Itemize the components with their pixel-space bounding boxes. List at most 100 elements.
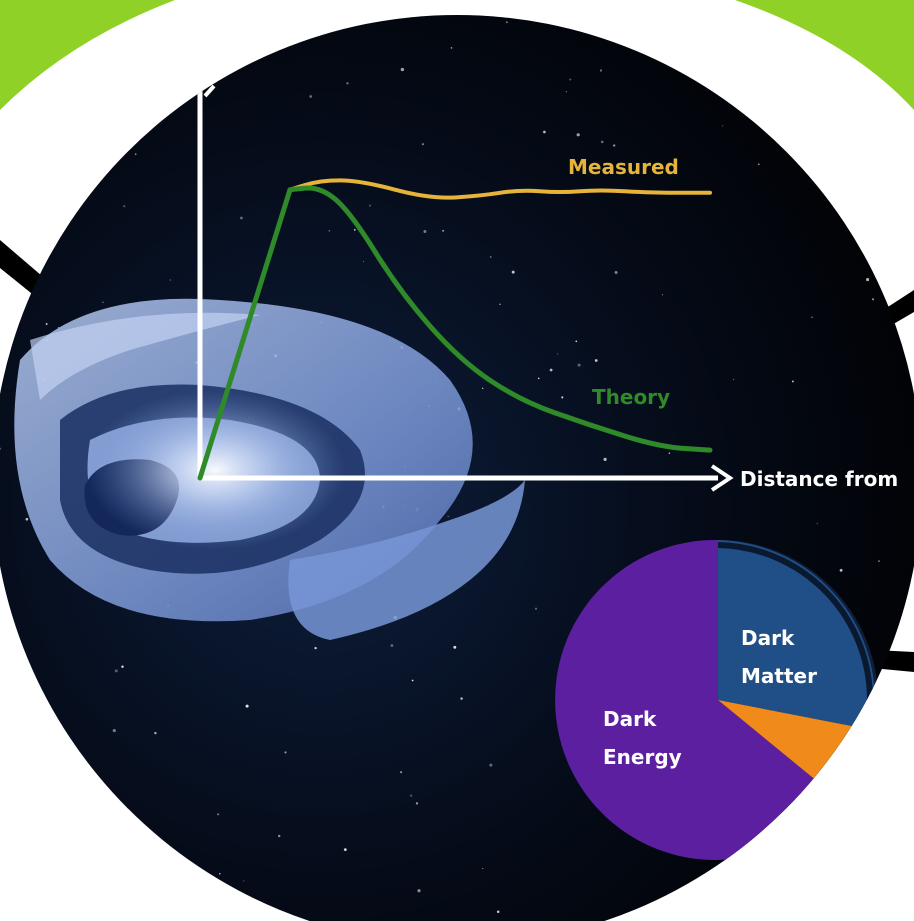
star xyxy=(415,802,419,805)
star xyxy=(543,130,546,134)
star xyxy=(866,278,870,282)
star xyxy=(661,294,664,296)
star xyxy=(123,205,126,208)
star xyxy=(353,229,356,231)
star xyxy=(284,751,287,754)
star xyxy=(453,645,457,649)
star xyxy=(2,899,5,903)
rotation-curves xyxy=(197,178,713,481)
star xyxy=(277,834,281,838)
star xyxy=(20,140,24,144)
star xyxy=(314,646,317,650)
star xyxy=(884,822,886,824)
star xyxy=(549,368,553,372)
star xyxy=(755,905,759,909)
star xyxy=(121,665,124,668)
star xyxy=(417,889,421,893)
star xyxy=(721,125,724,127)
star xyxy=(63,148,66,150)
star xyxy=(809,872,812,875)
star xyxy=(569,78,572,81)
star xyxy=(362,260,364,262)
star xyxy=(565,90,567,93)
star xyxy=(767,877,769,880)
star xyxy=(881,733,885,738)
star xyxy=(400,67,405,72)
star xyxy=(243,880,245,882)
star xyxy=(511,270,515,274)
star xyxy=(423,230,427,233)
star xyxy=(134,153,137,156)
star xyxy=(575,340,578,343)
star xyxy=(219,873,221,875)
star xyxy=(102,301,104,303)
dark-energy-label-line1: Dark xyxy=(603,707,657,731)
chart-axes xyxy=(197,84,734,492)
curve-theory xyxy=(197,185,713,481)
star xyxy=(482,387,484,389)
star xyxy=(16,284,19,287)
star xyxy=(154,731,157,735)
star xyxy=(600,140,604,144)
star xyxy=(871,298,875,301)
x-axis-label: Distance from xyxy=(740,467,898,491)
star xyxy=(390,644,394,647)
star xyxy=(599,69,603,72)
star xyxy=(450,47,453,49)
star xyxy=(791,380,794,383)
star xyxy=(561,396,564,399)
star xyxy=(603,457,607,461)
curve-measured xyxy=(198,178,712,480)
star xyxy=(614,271,618,274)
star xyxy=(112,729,116,733)
star xyxy=(460,697,463,700)
star xyxy=(369,204,372,207)
star xyxy=(153,33,155,36)
star xyxy=(613,144,616,147)
star xyxy=(757,163,760,166)
star xyxy=(159,44,163,48)
star xyxy=(0,447,2,450)
star xyxy=(499,303,501,305)
star xyxy=(447,515,449,518)
star xyxy=(482,867,484,870)
star xyxy=(240,216,243,220)
pie-slice-dark-matter xyxy=(718,540,875,730)
star xyxy=(309,95,313,98)
y-axis-arrow-icon xyxy=(203,84,216,98)
star xyxy=(594,359,598,362)
star xyxy=(442,229,445,232)
star xyxy=(74,131,76,134)
star xyxy=(328,230,331,232)
star xyxy=(410,794,413,797)
star xyxy=(346,82,349,85)
star xyxy=(37,723,42,727)
universe-composition-pie xyxy=(555,539,878,860)
star xyxy=(114,669,118,673)
star xyxy=(496,910,500,913)
star xyxy=(845,791,849,794)
star xyxy=(301,24,303,26)
star xyxy=(537,377,540,380)
star xyxy=(169,279,171,281)
star xyxy=(733,378,735,381)
star xyxy=(643,13,644,14)
dark-matter-label-line1: Dark xyxy=(741,626,795,650)
star xyxy=(668,452,671,454)
star xyxy=(506,21,508,24)
star xyxy=(489,256,492,258)
star xyxy=(421,143,424,146)
theory-label: Theory xyxy=(592,385,670,409)
star xyxy=(217,813,220,816)
star xyxy=(343,848,347,851)
green-accent-corners xyxy=(0,0,914,110)
pie-slice-dark-energy xyxy=(555,539,840,860)
star xyxy=(534,607,538,610)
star xyxy=(245,704,249,708)
star xyxy=(69,810,72,813)
star xyxy=(45,323,48,325)
star xyxy=(411,679,414,682)
star xyxy=(878,560,880,562)
